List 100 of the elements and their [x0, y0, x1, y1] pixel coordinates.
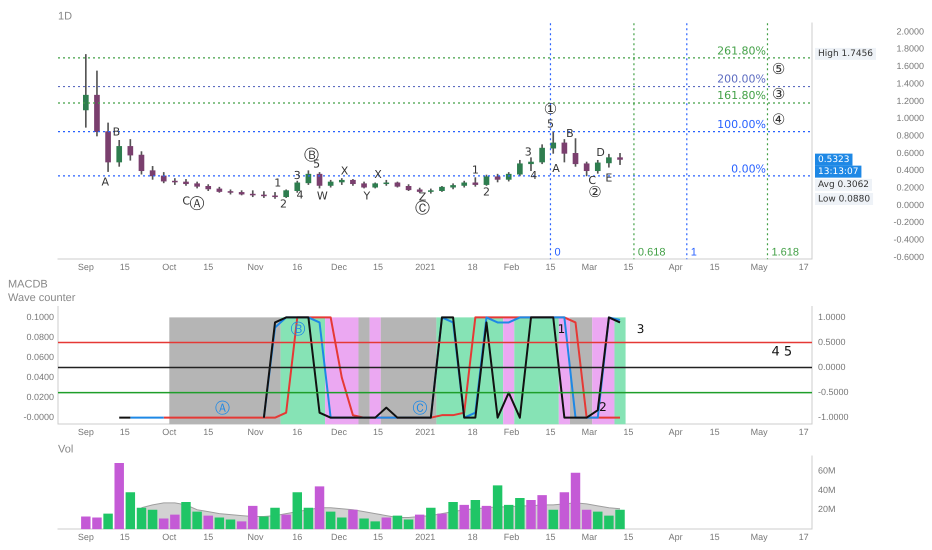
x-tick-label: Apr: [668, 427, 683, 438]
x-tick-label: Oct: [162, 532, 177, 542]
y2-tick-label: 60M: [818, 465, 836, 476]
bar: [470, 500, 480, 530]
x-tick-label: Oct: [162, 262, 177, 272]
annotation: 3: [636, 322, 644, 336]
y2-tick-label: 20M: [818, 504, 836, 514]
y-tick-label: 0.0000: [896, 200, 924, 210]
ref-line-label: 1.618: [771, 246, 800, 259]
x-tick-label: 16: [292, 532, 302, 542]
y-tick-label: -0.0000: [23, 412, 54, 422]
y2-tick-label: -1.0000: [818, 412, 849, 422]
x-tick-label: Feb: [504, 262, 520, 272]
annotation: E: [605, 171, 612, 184]
x-tick-label: 18: [468, 427, 478, 438]
x-tick-label: Apr: [668, 532, 683, 542]
x-tick-label: Sep: [78, 532, 94, 542]
annotation: X: [340, 164, 349, 178]
y-tick-label: -0.4000: [893, 234, 924, 245]
x-tick-label: 15: [710, 262, 720, 272]
annotation: 2: [483, 185, 490, 198]
x-tick-label: Apr: [668, 262, 683, 272]
annotation: ④: [772, 110, 786, 128]
x-tick-label: Feb: [504, 427, 520, 438]
bar: [392, 516, 402, 530]
x-tick-label: 15: [545, 262, 556, 272]
annotation: B: [112, 125, 120, 138]
annotation: W: [316, 190, 328, 203]
x-tick-label: 18: [468, 262, 478, 272]
x-tick-label: Dec: [331, 532, 348, 542]
y-tick-label: 0.0600: [26, 352, 54, 362]
bar: [437, 514, 447, 530]
ref-line-label: 0: [554, 246, 561, 259]
bar: [582, 510, 592, 530]
annotation: C: [182, 194, 190, 208]
bar: [404, 519, 414, 530]
y2-tick-label: -0.5000: [818, 387, 849, 398]
x-tick-label: 15: [203, 427, 214, 438]
annotation: 1: [274, 176, 282, 190]
x-tick-label: 15: [623, 427, 634, 438]
y-tick-label: 1.2000: [896, 96, 924, 106]
x-tick-label: 17: [798, 427, 809, 438]
text: 0.5323: [818, 154, 850, 165]
text: Avg 0.3062: [818, 180, 870, 190]
annotation: 161.80%: [717, 89, 766, 102]
x-tick-label: Mar: [582, 532, 598, 542]
x-tick-label: 15: [545, 532, 556, 542]
x-tick-label: May: [750, 532, 768, 542]
annotation: 4: [530, 168, 538, 182]
annotation: 4 5: [771, 344, 792, 360]
bar: [314, 486, 324, 530]
bar: [281, 514, 291, 530]
annotation: 2: [280, 197, 287, 210]
bar: [114, 463, 124, 530]
annotation: 2: [599, 400, 607, 414]
x-tick-label: Sep: [78, 262, 94, 272]
y-tick-label: 0.1000: [26, 312, 54, 322]
x-tick-label: 15: [120, 427, 130, 438]
candlestick: [272, 192, 278, 199]
text: High 1.7456: [818, 49, 874, 60]
x-tick-label: Sep: [78, 427, 94, 438]
x-tick-label: 2021: [415, 427, 436, 438]
annotation: Ⓐ: [190, 194, 205, 212]
y-tick-label: 1.4000: [896, 78, 924, 88]
annotation: Y: [362, 190, 370, 203]
x-tick-label: Feb: [504, 532, 520, 542]
y-tick-label: 0.4000: [896, 165, 924, 176]
x-tick-label: Nov: [248, 427, 264, 438]
x-tick-label: Nov: [248, 532, 264, 542]
x-tick-label: 15: [623, 532, 634, 542]
x-tick-label: Dec: [331, 262, 348, 272]
annotation: 261.80%: [717, 44, 766, 58]
x-tick-label: May: [750, 427, 768, 438]
annotation: ①: [544, 100, 558, 118]
annotation: 4: [296, 188, 304, 202]
annotation: 200.00%: [717, 72, 766, 86]
x-tick-label: 15: [203, 262, 214, 272]
x-tick-label: 15: [120, 532, 130, 542]
annotation: Ⓒ: [412, 398, 428, 417]
x-tick-label: 15: [203, 532, 214, 542]
x-tick-label: 16: [292, 427, 302, 438]
x-tick-label: 2021: [415, 262, 436, 272]
y2-tick-label: 40M: [818, 484, 836, 495]
y-tick-label: 0.0800: [26, 332, 54, 342]
bar: [482, 506, 492, 530]
x-tick-label: 15: [120, 262, 130, 272]
candlestick: [528, 157, 534, 172]
bar: [226, 519, 236, 530]
annotation: X: [374, 168, 382, 181]
bar: [426, 508, 436, 530]
annotation: 1: [472, 164, 479, 177]
annotation: 5: [546, 118, 554, 131]
bar: [259, 516, 269, 530]
bar: [192, 512, 202, 530]
annotation: ⑤: [772, 60, 786, 78]
bar: [148, 510, 158, 530]
bar: [537, 495, 547, 530]
x-tick-label: Mar: [582, 427, 598, 438]
x-tick-label: Nov: [248, 262, 264, 272]
bar: [615, 510, 625, 530]
